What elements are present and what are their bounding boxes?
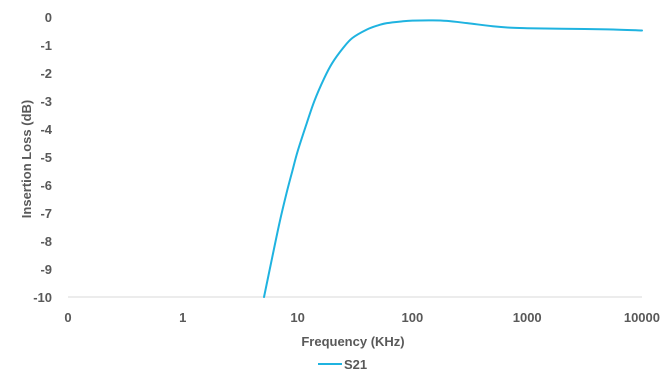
y-tick-label: -5 (40, 150, 52, 165)
x-tick-label: 0 (64, 310, 71, 325)
y-tick-label: -7 (40, 206, 52, 221)
x-tick-label: 1 (179, 310, 186, 325)
y-tick-label: -10 (33, 290, 52, 305)
x-tick-label: 10 (290, 310, 304, 325)
y-tick-label: 0 (45, 10, 52, 25)
y-tick-label: -2 (40, 66, 52, 81)
x-tick-label: 1000 (513, 310, 542, 325)
legend: S21 (318, 357, 367, 372)
x-axis: 0 1 10 100 1000 10000 (64, 310, 660, 325)
y-tick-label: -4 (40, 122, 52, 137)
y-axis-title: Insertion Loss (dB) (19, 100, 34, 218)
x-tick-label: 100 (402, 310, 424, 325)
y-tick-label: -8 (40, 234, 52, 249)
y-tick-label: -6 (40, 178, 52, 193)
y-tick-label: -1 (40, 38, 52, 53)
y-tick-label: -9 (40, 262, 52, 277)
y-axis: 0 -1 -2 -3 -4 -5 -6 -7 -8 -9 -10 (33, 10, 53, 305)
series-group (263, 19, 643, 298)
y-tick-label: -3 (40, 94, 52, 109)
legend-label: S21 (344, 357, 367, 372)
x-tick-label: 10000 (624, 310, 660, 325)
series-line-s21 (263, 19, 643, 298)
x-axis-title: Frequency (KHz) (301, 334, 404, 349)
